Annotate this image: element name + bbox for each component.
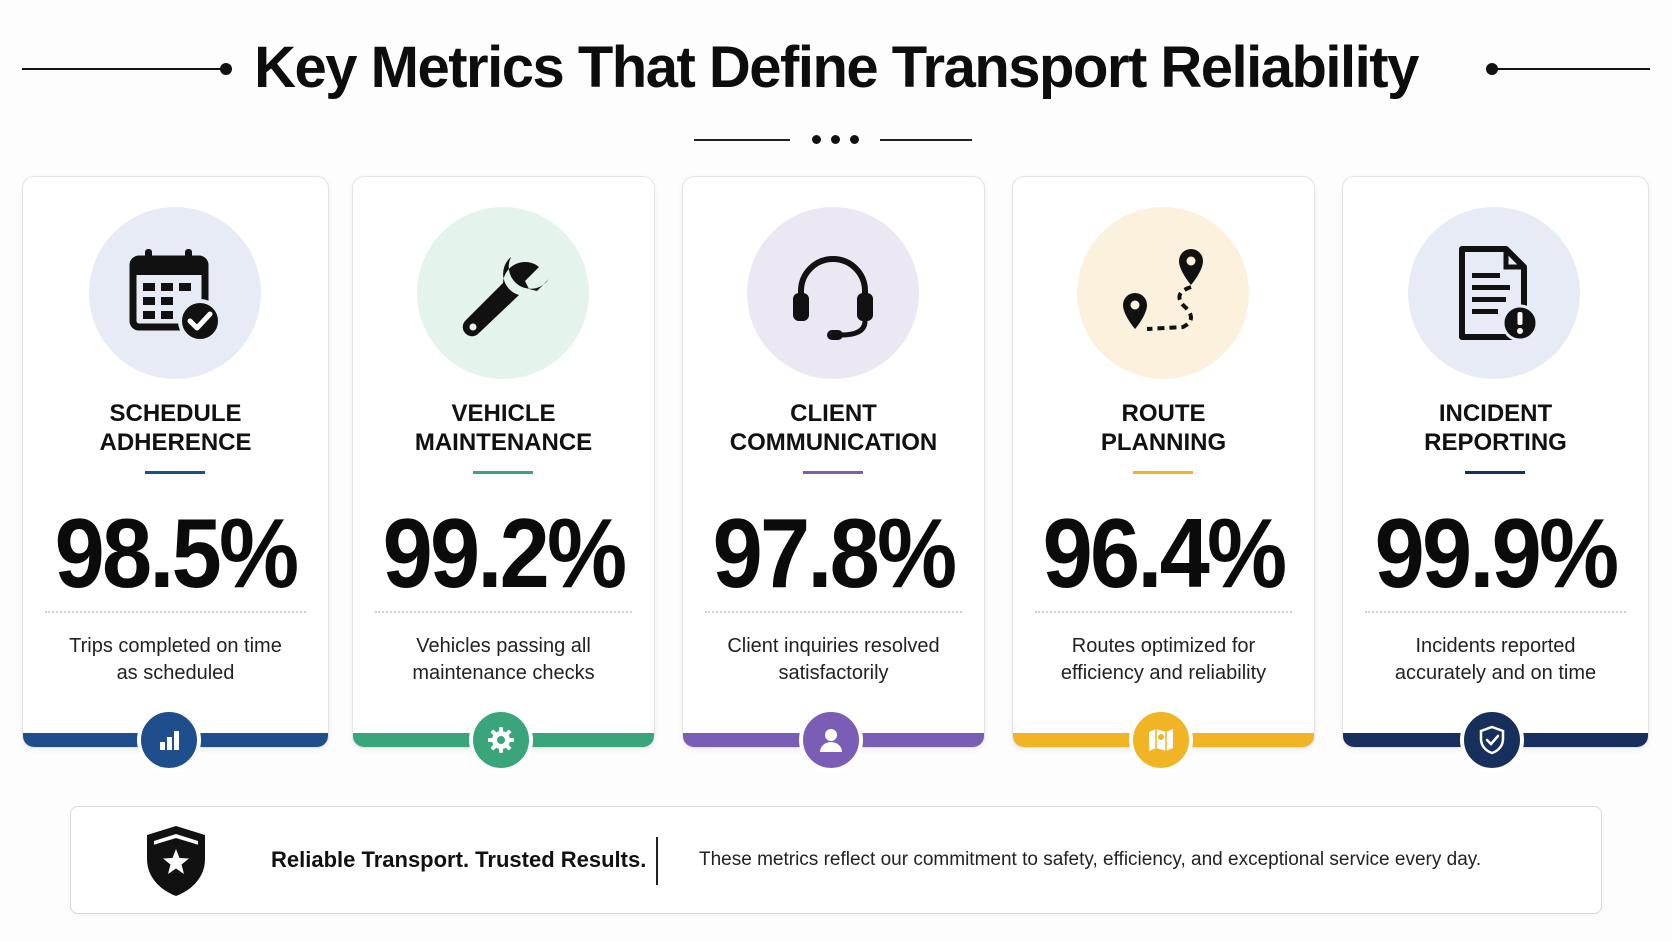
- wrench-icon: [417, 207, 589, 379]
- shield-check-icon: [1460, 708, 1524, 772]
- dotted-divider: [705, 611, 962, 613]
- dotted-divider: [1035, 611, 1292, 613]
- card-title: INCIDENT REPORTING: [1424, 400, 1567, 456]
- metric-description: Routes optimized for efficiency and relia…: [1060, 635, 1267, 684]
- calendar-check-icon: [89, 207, 261, 379]
- metric-description: Trips completed on time as scheduled: [69, 635, 282, 684]
- card-title: ROUTE PLANNING: [1100, 400, 1227, 456]
- title-right-line: [1495, 68, 1650, 70]
- card-title: SCHEDULE ADHERENCE: [99, 400, 252, 456]
- footer-banner: Reliable Transport. Trusted Results. The…: [70, 806, 1602, 914]
- card-title-rule: [1133, 471, 1193, 474]
- metric-card-route-planning: ROUTE PLANNING 96.4% Routes optimized for…: [1012, 176, 1315, 748]
- metric-card-schedule-adherence: SCHEDULE ADHERENCE 98.5% Trips completed …: [22, 176, 329, 748]
- metric-value: 99.9%: [1374, 498, 1620, 608]
- card-title: CLIENT COMMUNICATION: [729, 400, 938, 456]
- metric-value: 98.5%: [54, 498, 300, 608]
- dotted-divider: [1365, 611, 1626, 613]
- metric-description: Client inquiries resolved satisfactorily: [727, 635, 940, 684]
- metric-value: 96.4%: [1042, 498, 1288, 608]
- page-title: Key Metrics That Define Transport Reliab…: [254, 35, 1419, 100]
- title-left-line: [22, 68, 227, 70]
- card-title-rule: [145, 471, 205, 474]
- document-alert-icon: [1408, 207, 1580, 379]
- footer-note: These metrics reflect our commitment to …: [699, 849, 1482, 870]
- title-row: Key Metrics That Define Transport Reliab…: [0, 30, 1672, 110]
- headset-icon: [747, 207, 919, 379]
- metric-description: Vehicles passing all maintenance checks: [412, 635, 595, 684]
- dotted-divider: [375, 611, 632, 613]
- metric-value: 99.2%: [382, 498, 628, 608]
- title-divider: [0, 132, 1672, 148]
- metric-description: Incidents reported accurately and on time: [1394, 635, 1597, 684]
- bar-chart-icon: [137, 708, 201, 772]
- shield-star-icon: [141, 823, 211, 899]
- user-icon: [799, 708, 863, 772]
- title-left-dot: [220, 63, 232, 75]
- card-title: VEHICLE MAINTENANCE: [414, 400, 593, 456]
- card-title-rule: [473, 471, 533, 474]
- metric-card-client-communication: CLIENT COMMUNICATION 97.8% Client inquiri…: [682, 176, 985, 748]
- route-pins-icon: [1077, 207, 1249, 379]
- metric-value: 97.8%: [712, 498, 958, 608]
- footer-divider: [656, 837, 658, 885]
- metric-card-vehicle-maintenance: VEHICLE MAINTENANCE 99.2% Vehicles passin…: [352, 176, 655, 748]
- map-icon: [1129, 708, 1193, 772]
- card-title-rule: [1465, 471, 1525, 474]
- dotted-divider: [45, 611, 306, 613]
- metric-card-incident-reporting: INCIDENT REPORTING 99.9% Incidents report…: [1342, 176, 1649, 748]
- card-title-rule: [803, 471, 863, 474]
- title-right-dot: [1486, 63, 1498, 75]
- footer-tagline: Reliable Transport. Trusted Results.: [271, 847, 647, 872]
- gear-icon: [469, 708, 533, 772]
